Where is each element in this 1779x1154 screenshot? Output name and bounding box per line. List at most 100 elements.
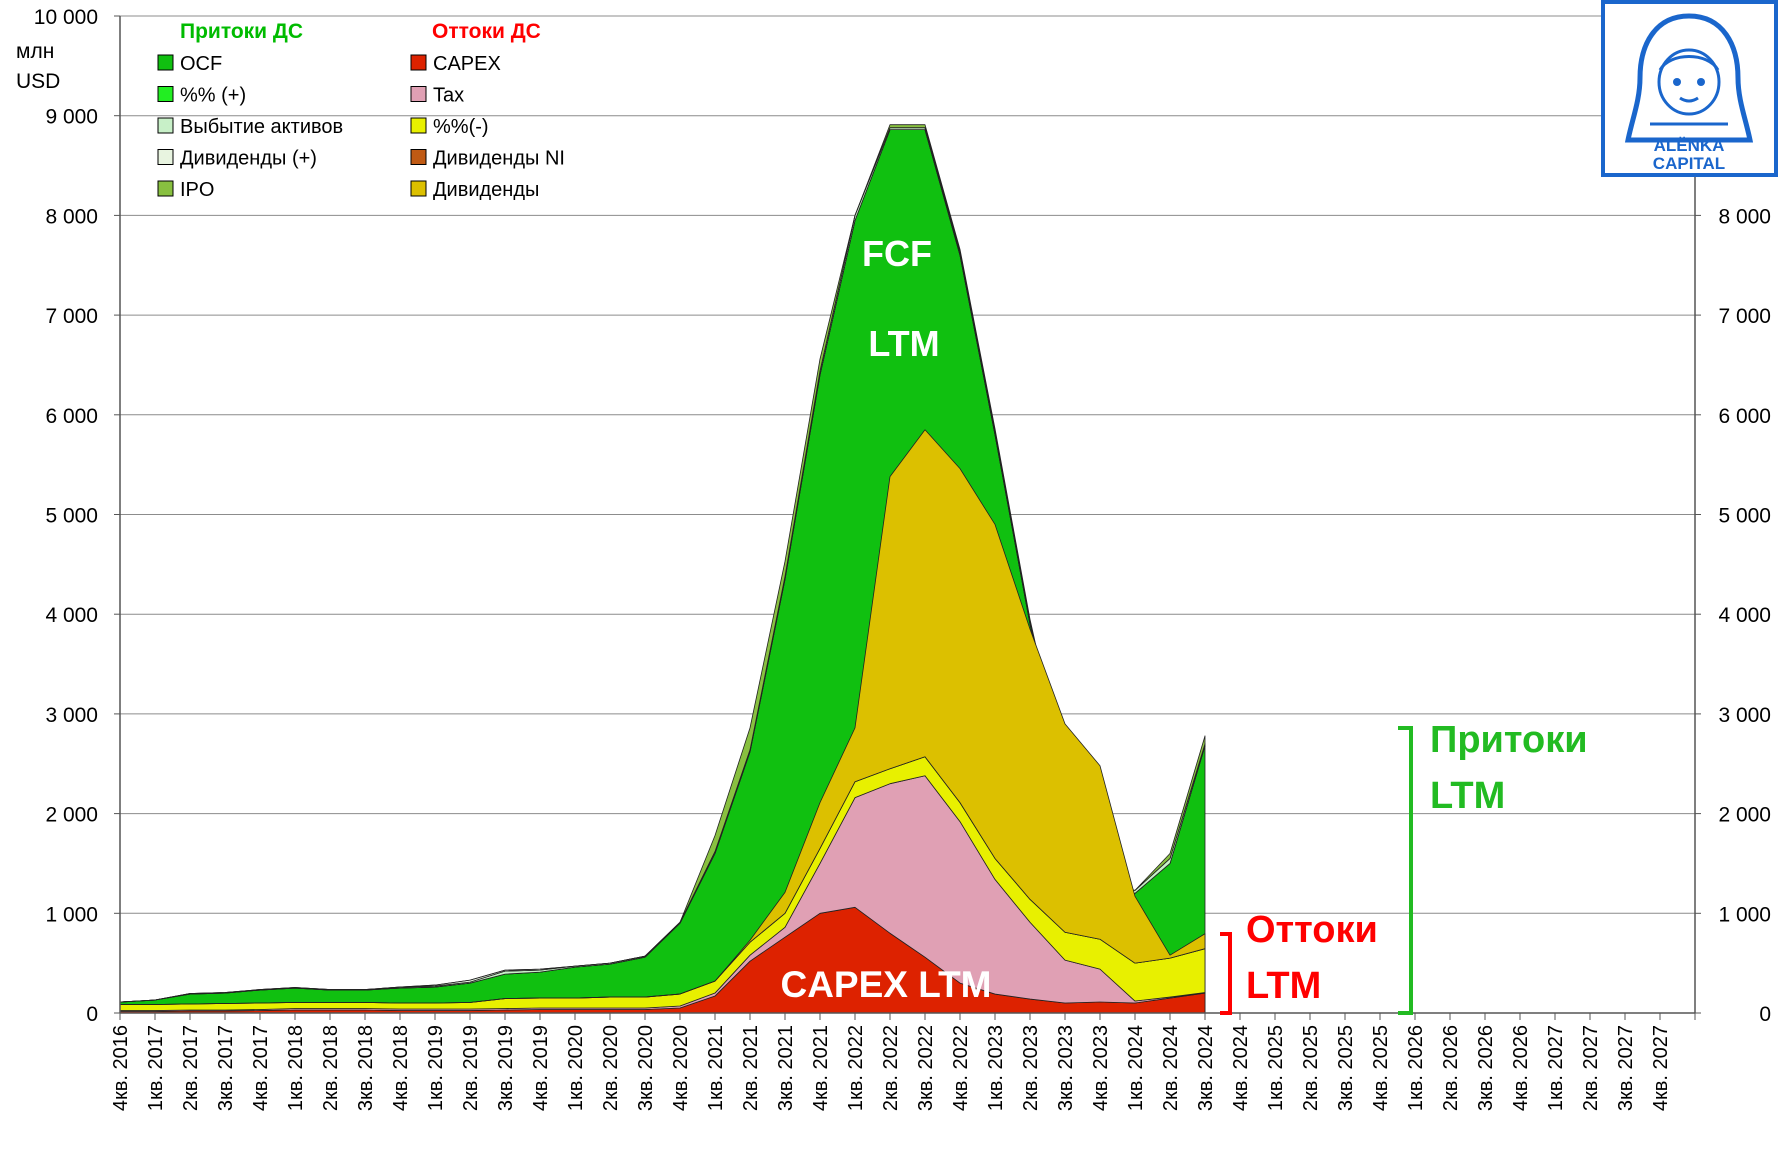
x-tick-label: 3кв. 2026 xyxy=(1475,1025,1497,1111)
x-tick-label: 2кв. 2020 xyxy=(600,1025,622,1111)
legend-label: CAPEX xyxy=(433,53,501,75)
x-tick-label: 4кв. 2024 xyxy=(1230,1025,1252,1111)
y-tick-label-right: 6 000 xyxy=(1718,405,1771,428)
fcf-label-line1: FCF xyxy=(862,233,932,274)
x-tick-label: 2кв. 2018 xyxy=(320,1025,342,1111)
area-дивиденды xyxy=(119,429,1206,1005)
y-tick-label-left: 6 000 xyxy=(45,405,98,428)
inflows-ltm-line2: LTM xyxy=(1430,775,1505,817)
x-tick-label: 1кв. 2022 xyxy=(845,1025,867,1111)
legend-swatch xyxy=(410,180,427,197)
area-ipo xyxy=(119,124,1206,1003)
annotations: FCF LTM CAPEX LTM Притоки LTM Оттоки LTM xyxy=(780,233,1588,1015)
stacked-areas xyxy=(119,124,1206,1014)
x-tick-label: 1кв. 2023 xyxy=(985,1025,1007,1111)
x-tick-label: 1кв. 2024 xyxy=(1125,1025,1147,1111)
inflows-bracket xyxy=(1398,726,1413,1015)
y-tick-label-left: 3 000 xyxy=(45,704,98,727)
legend-swatch xyxy=(157,54,174,71)
capex-ltm-label: CAPEX LTM xyxy=(780,964,991,1005)
x-tick-label: 3кв. 2019 xyxy=(495,1025,517,1111)
y-tick-label-left: 0 xyxy=(86,1003,98,1026)
legend-label: %%(-) xyxy=(433,116,489,138)
y-tick-label-right: 3 000 xyxy=(1718,704,1771,727)
x-tick-label: 4кв. 2020 xyxy=(670,1025,692,1111)
x-tick-label: 4кв. 2017 xyxy=(250,1025,272,1111)
x-tick-label: 3кв. 2027 xyxy=(1615,1025,1637,1111)
legend-title-outflows: Оттоки ДС xyxy=(432,20,541,43)
x-tick-label: 3кв. 2022 xyxy=(915,1025,937,1111)
legend-swatch xyxy=(157,86,174,102)
x-tick-label: 2кв. 2021 xyxy=(740,1025,762,1111)
x-tick-label: 1кв. 2027 xyxy=(1545,1025,1567,1111)
x-tick-label: 3кв. 2021 xyxy=(775,1025,797,1111)
x-tick-label: 4кв. 2027 xyxy=(1650,1025,1672,1111)
x-axis-labels: 4кв. 2016 1кв. 2017 2кв. 2017 3кв. 2017 4кв.… xyxy=(110,1025,1672,1111)
unit-label-line2: USD xyxy=(16,70,60,93)
legend-swatch xyxy=(157,117,174,134)
inflows-ltm-line1: Притоки xyxy=(1430,719,1588,761)
y-axis-left-labels: 0 1 000 2 000 3 000 4 000 5 000 6 000 7 000 8 00… xyxy=(34,6,98,1026)
x-tick-label: 1кв. 2026 xyxy=(1405,1025,1427,1111)
legend-swatch xyxy=(410,54,427,71)
x-tick-label: 4кв. 2026 xyxy=(1510,1025,1532,1111)
x-tick-label: 4кв. 2016 xyxy=(110,1025,132,1111)
legend-label: Дивиденды (+) xyxy=(180,148,317,170)
x-tick-label: 4кв. 2019 xyxy=(530,1025,552,1111)
unit-label-line1: млн xyxy=(16,40,54,63)
x-tick-label: 3кв. 2017 xyxy=(215,1025,237,1111)
legend-label: Дивиденды xyxy=(433,179,539,201)
x-tick-label: 4кв. 2023 xyxy=(1090,1025,1112,1111)
y-axis-right-labels: 0 1 000 2 000 3 000 4 000 5 000 6 000 7 000 8 00… xyxy=(1718,205,1771,1026)
y-tick-label-right: 8 000 xyxy=(1718,205,1771,228)
x-tick-label: 2кв. 2022 xyxy=(880,1025,902,1111)
legend: Притоки ДС Оттоки ДС OCF %% (+) Выбытие ак… xyxy=(157,20,565,201)
x-tick-label: 2кв. 2023 xyxy=(1020,1025,1042,1111)
fcf-label-line2: LTM xyxy=(868,323,939,364)
x-tick-label: 4кв. 2025 xyxy=(1370,1025,1392,1111)
x-tick-label: 2кв. 2026 xyxy=(1440,1025,1462,1111)
legend-label: Выбытие активов xyxy=(180,116,343,138)
outflows-ltm-line1: Оттоки xyxy=(1246,909,1378,951)
x-tick-label: 3кв. 2024 xyxy=(1195,1025,1217,1111)
x-tick-label: 4кв. 2018 xyxy=(390,1025,412,1111)
x-tick-label: 2кв. 2027 xyxy=(1580,1025,1602,1111)
x-tick-label: 1кв. 2025 xyxy=(1265,1025,1287,1111)
y-tick-label-right: 4 000 xyxy=(1718,604,1771,627)
y-tick-label-right: 5 000 xyxy=(1718,505,1771,528)
x-tick-label: 3кв. 2023 xyxy=(1055,1025,1077,1111)
y-tick-label-right: 2 000 xyxy=(1718,804,1771,827)
x-tick-label: 1кв. 2017 xyxy=(145,1025,167,1111)
y-tick-label-right: 1 000 xyxy=(1718,903,1771,926)
y-tick-label-left: 9 000 xyxy=(45,106,98,129)
legend-swatch xyxy=(410,117,427,134)
outflow-areas xyxy=(119,429,1206,1014)
y-tick-label-left: 8 000 xyxy=(45,205,98,228)
x-tick-label: 2кв. 2019 xyxy=(460,1025,482,1111)
y-tick-label-left: 10 000 xyxy=(34,6,98,29)
y-tick-label-left: 5 000 xyxy=(45,505,98,528)
legend-label: %% (+) xyxy=(180,85,246,107)
legend-swatch xyxy=(157,180,174,197)
legend-title-inflows: Притоки ДС xyxy=(180,20,303,43)
outflows-bracket xyxy=(1220,932,1232,1015)
x-tick-label: 1кв. 2018 xyxy=(285,1025,307,1111)
y-tick-label-left: 1 000 xyxy=(45,903,98,926)
legend-label: OCF xyxy=(180,53,222,75)
x-tick-label: 2кв. 2025 xyxy=(1300,1025,1322,1111)
x-tick-label: 2кв. 2024 xyxy=(1160,1025,1182,1111)
x-tick-label: 1кв. 2020 xyxy=(565,1025,587,1111)
axes xyxy=(114,15,1701,1020)
legend-label: Дивиденды NI xyxy=(433,148,565,170)
logo-text-line1: ALЁNKA xyxy=(1654,136,1725,155)
x-tick-label: 1кв. 2019 xyxy=(425,1025,447,1111)
x-tick-label: 2кв. 2017 xyxy=(180,1025,202,1111)
legend-label: Tax xyxy=(433,85,464,107)
logo-text-line2: CAPITAL xyxy=(1653,154,1725,173)
x-tick-label: 4кв. 2021 xyxy=(810,1025,832,1111)
outflows-ltm-line2: LTM xyxy=(1246,965,1321,1007)
y-tick-label-left: 4 000 xyxy=(45,604,98,627)
legend-label: IPO xyxy=(180,179,214,201)
x-tick-label: 3кв. 2020 xyxy=(635,1025,657,1111)
